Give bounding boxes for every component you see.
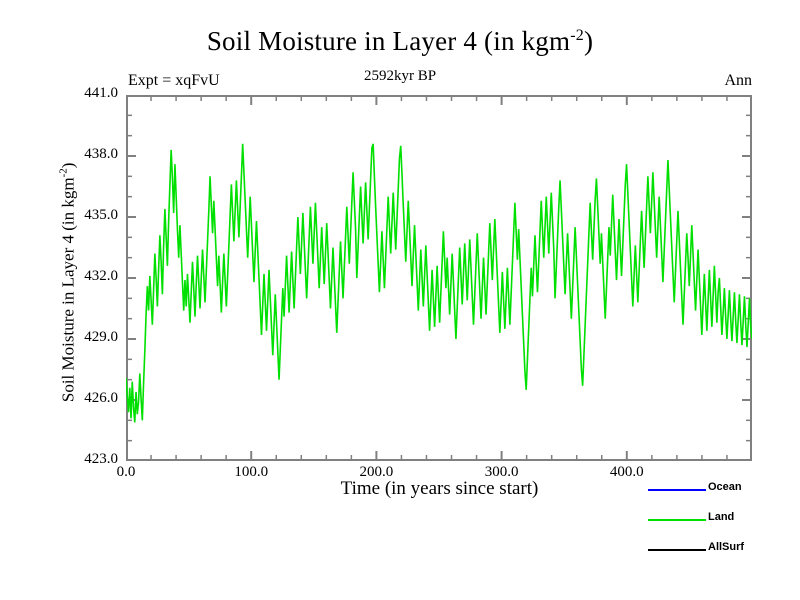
legend-swatch-allsurf [648, 549, 706, 551]
legend-item-land[interactable]: Land [648, 510, 798, 540]
subtitle: 2592kyr BP [363, 68, 437, 84]
y-tick-label: 435.0 [84, 207, 118, 223]
legend: Ocean Land AllSurf [648, 480, 798, 570]
plot-area [126, 95, 752, 461]
x-tick-label: 0.0 [116, 464, 136, 480]
plot-svg [126, 95, 752, 461]
period-label: Ann [724, 72, 752, 89]
legend-swatch-ocean [648, 489, 706, 491]
y-axis-title-superscript: -2 [57, 168, 70, 178]
y-tick-label: 438.0 [84, 146, 118, 162]
series-line-land [126, 143, 752, 423]
experiment-label: Expt = xqFvU [128, 72, 220, 89]
page-title-tail: ) [583, 26, 594, 56]
page-title: Soil Moisture in Layer 4 (in kgm-2) [0, 26, 800, 57]
legend-label: AllSurf [708, 541, 745, 553]
legend-item-ocean[interactable]: Ocean [648, 480, 798, 510]
y-tick-label: 432.0 [84, 268, 118, 284]
legend-label: Ocean [708, 481, 742, 493]
legend-item-allsurf[interactable]: AllSurf [648, 540, 798, 570]
y-tick-label: 426.0 [84, 390, 118, 406]
x-tick-label: 400.0 [609, 464, 644, 480]
x-tick-label: 100.0 [234, 464, 269, 480]
x-axis-title: Time (in years since start) [340, 478, 539, 499]
y-tick-label: 423.0 [84, 451, 118, 467]
page-title-text: Soil Moisture in Layer 4 (in kgm [206, 26, 571, 56]
y-tick-label: 441.0 [84, 85, 118, 101]
page-title-superscript: -2 [570, 27, 584, 44]
x-tick-label: 300.0 [484, 464, 519, 480]
legend-label: Land [708, 511, 735, 523]
legend-swatch-land [648, 519, 706, 521]
x-tick-label: 200.0 [359, 464, 394, 480]
y-tick-label: 429.0 [84, 329, 118, 345]
